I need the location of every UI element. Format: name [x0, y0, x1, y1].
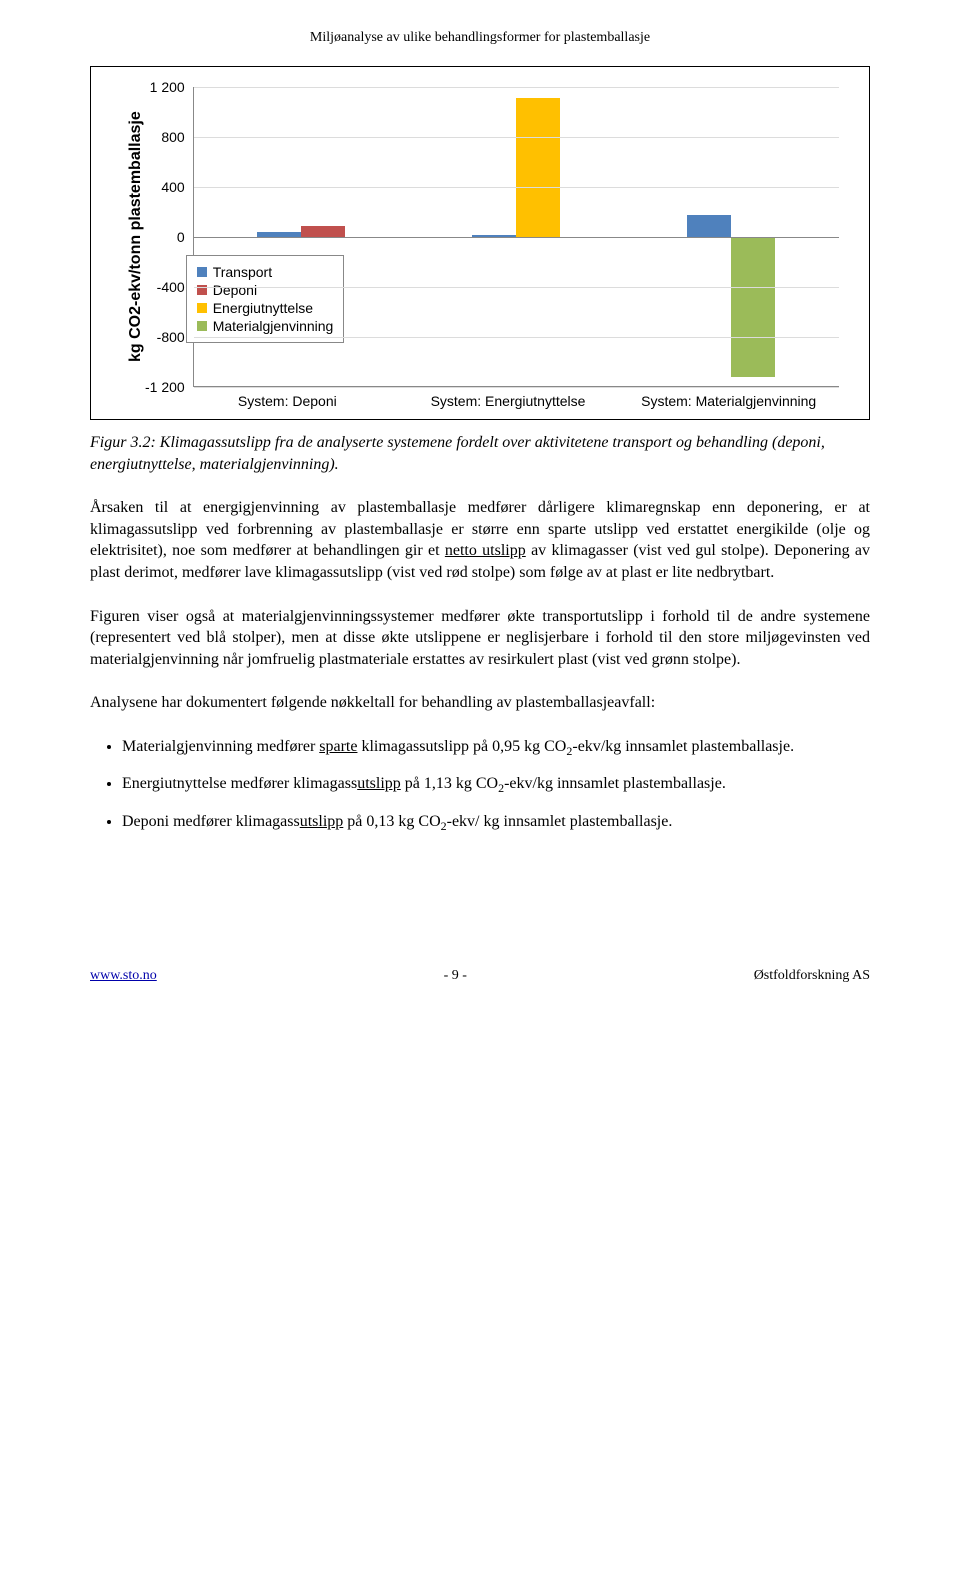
page-footer: www.sto.no - 9 - Østfoldforskning AS — [0, 908, 960, 984]
bullet-3: Deponi medfører klimagassutslipp på 0,13… — [122, 811, 870, 834]
gridline — [194, 187, 839, 188]
legend-swatch — [197, 321, 207, 331]
figure-label: Figur 3.2: — [90, 434, 156, 451]
bar-deponi — [301, 226, 345, 237]
body-paragraph-1: Årsaken til at energigjenvinning av plas… — [90, 497, 870, 583]
bar-energiutnyttelse — [516, 98, 560, 237]
legend-swatch — [197, 267, 207, 277]
gridline — [194, 137, 839, 138]
bullet-1: Materialgjenvinning medfører sparte klim… — [122, 736, 870, 759]
legend-item-deponi: Deponi — [197, 282, 334, 298]
footer-page-number: - 9 - — [444, 968, 467, 984]
legend-label: Materialgjenvinning — [213, 318, 334, 334]
legend-swatch — [197, 303, 207, 313]
bullet-list: Materialgjenvinning medfører sparte klim… — [90, 736, 870, 834]
bullet-2: Energiutnyttelse medfører klimagassutsli… — [122, 773, 870, 796]
x-axis-label: System: Materialgjenvinning — [618, 393, 839, 409]
figure-caption-text: Klimagassutslipp fra de analyserte syste… — [90, 434, 825, 473]
gridline — [194, 337, 839, 338]
footer-right: Østfoldforskning AS — [754, 968, 870, 984]
legend-box: Transport Deponi Energiutnyttelse Materialg… — [186, 255, 345, 343]
gridline — [194, 87, 839, 88]
footer-link[interactable]: www.sto.no — [90, 968, 157, 983]
gridline — [194, 287, 839, 288]
chart: kg CO2-ekv/tonn plastemballasje 1 200800… — [121, 87, 839, 387]
p1-underline: netto utslipp — [445, 542, 526, 559]
x-axis-labels: System: DeponiSystem: EnergiutnyttelseSy… — [121, 393, 839, 409]
legend-label: Deponi — [213, 282, 257, 298]
body-paragraph-2: Figuren viser også at materialgjenvinnin… — [90, 606, 870, 671]
legend-item-transport: Transport — [197, 264, 334, 280]
running-header: Miljøanalyse av ulike behandlingsformer … — [90, 0, 870, 66]
chart-container: kg CO2-ekv/tonn plastemballasje 1 200800… — [90, 66, 870, 420]
y-axis-label: kg CO2-ekv/tonn plastemballasje — [121, 87, 145, 387]
plot-area: Transport Deponi Energiutnyttelse Materialg… — [193, 87, 839, 387]
x-axis-label: System: Deponi — [177, 393, 398, 409]
figure-caption: Figur 3.2: Klimagassutslipp fra de analy… — [90, 432, 870, 475]
bar-transport — [687, 215, 731, 237]
legend-label: Energiutnyttelse — [213, 300, 313, 316]
legend-label: Transport — [213, 264, 272, 280]
baseline — [194, 237, 839, 238]
legend-item-materialgjenvinning: Materialgjenvinning — [197, 318, 334, 334]
body-paragraph-3: Analysene har dokumentert følgende nøkke… — [90, 692, 870, 714]
bar-materialgjenvinning — [731, 237, 775, 377]
legend-item-energiutnyttelse: Energiutnyttelse — [197, 300, 334, 316]
gridline — [194, 387, 839, 388]
x-axis-label: System: Energiutnyttelse — [398, 393, 619, 409]
